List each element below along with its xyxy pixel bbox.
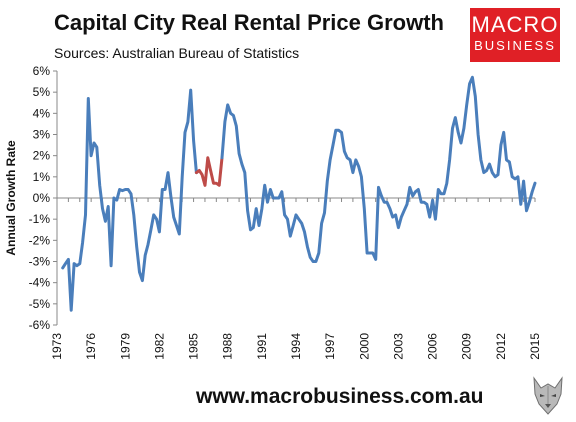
y-tick-label: 4% bbox=[33, 106, 51, 120]
y-tick-label: 1% bbox=[33, 170, 51, 184]
y-axis-title: Annual Growth Rate bbox=[4, 140, 18, 256]
y-tick-label: -3% bbox=[29, 255, 51, 269]
series-line-3 bbox=[220, 75, 537, 263]
y-tick-label: 2% bbox=[33, 149, 51, 163]
wolf-icon bbox=[528, 374, 568, 418]
series-line-2 bbox=[194, 156, 224, 187]
y-tick-label: -6% bbox=[29, 318, 51, 332]
chart-title: Capital City Real Rental Price Growth bbox=[54, 10, 444, 35]
x-tick-label: 1997 bbox=[323, 333, 337, 360]
logo-line-2: BUSINESS bbox=[474, 38, 556, 53]
x-tick-label: 1994 bbox=[289, 333, 303, 360]
y-tick-label: 5% bbox=[33, 85, 51, 99]
chart-subtitle: Sources: Australian Bureau of Statistics bbox=[54, 45, 300, 61]
series-line-1 bbox=[61, 88, 198, 312]
macrobusiness-logo: MACRO BUSINESS bbox=[470, 8, 560, 62]
x-tick-label: 1979 bbox=[118, 333, 132, 360]
y-tick-label: -4% bbox=[29, 276, 51, 290]
x-tick-label: 2003 bbox=[391, 333, 405, 360]
y-tick-label: -2% bbox=[29, 233, 51, 247]
x-tick-label: 1985 bbox=[187, 333, 201, 360]
x-tick-label: 2006 bbox=[426, 333, 440, 360]
x-tick-label: 1991 bbox=[255, 333, 269, 360]
x-tick-label: 2000 bbox=[357, 333, 371, 360]
website-url: www.macrobusiness.com.au bbox=[196, 385, 484, 408]
x-tick-label: 1982 bbox=[152, 333, 166, 360]
logo-line-1: MACRO bbox=[471, 12, 559, 37]
y-tick-label: -1% bbox=[29, 212, 51, 226]
y-tick-label: 0% bbox=[33, 191, 51, 205]
x-tick-label: 1988 bbox=[221, 333, 235, 360]
x-tick-label: 2012 bbox=[494, 333, 508, 360]
x-tick-label: 1973 bbox=[50, 333, 64, 360]
x-tick-label: 1976 bbox=[84, 333, 98, 360]
y-tick-label: -5% bbox=[29, 297, 51, 311]
x-tick-label: 2009 bbox=[460, 333, 474, 360]
y-tick-label: 3% bbox=[33, 128, 51, 142]
x-tick-label: 2015 bbox=[528, 333, 542, 360]
y-tick-label: 6% bbox=[33, 64, 51, 78]
